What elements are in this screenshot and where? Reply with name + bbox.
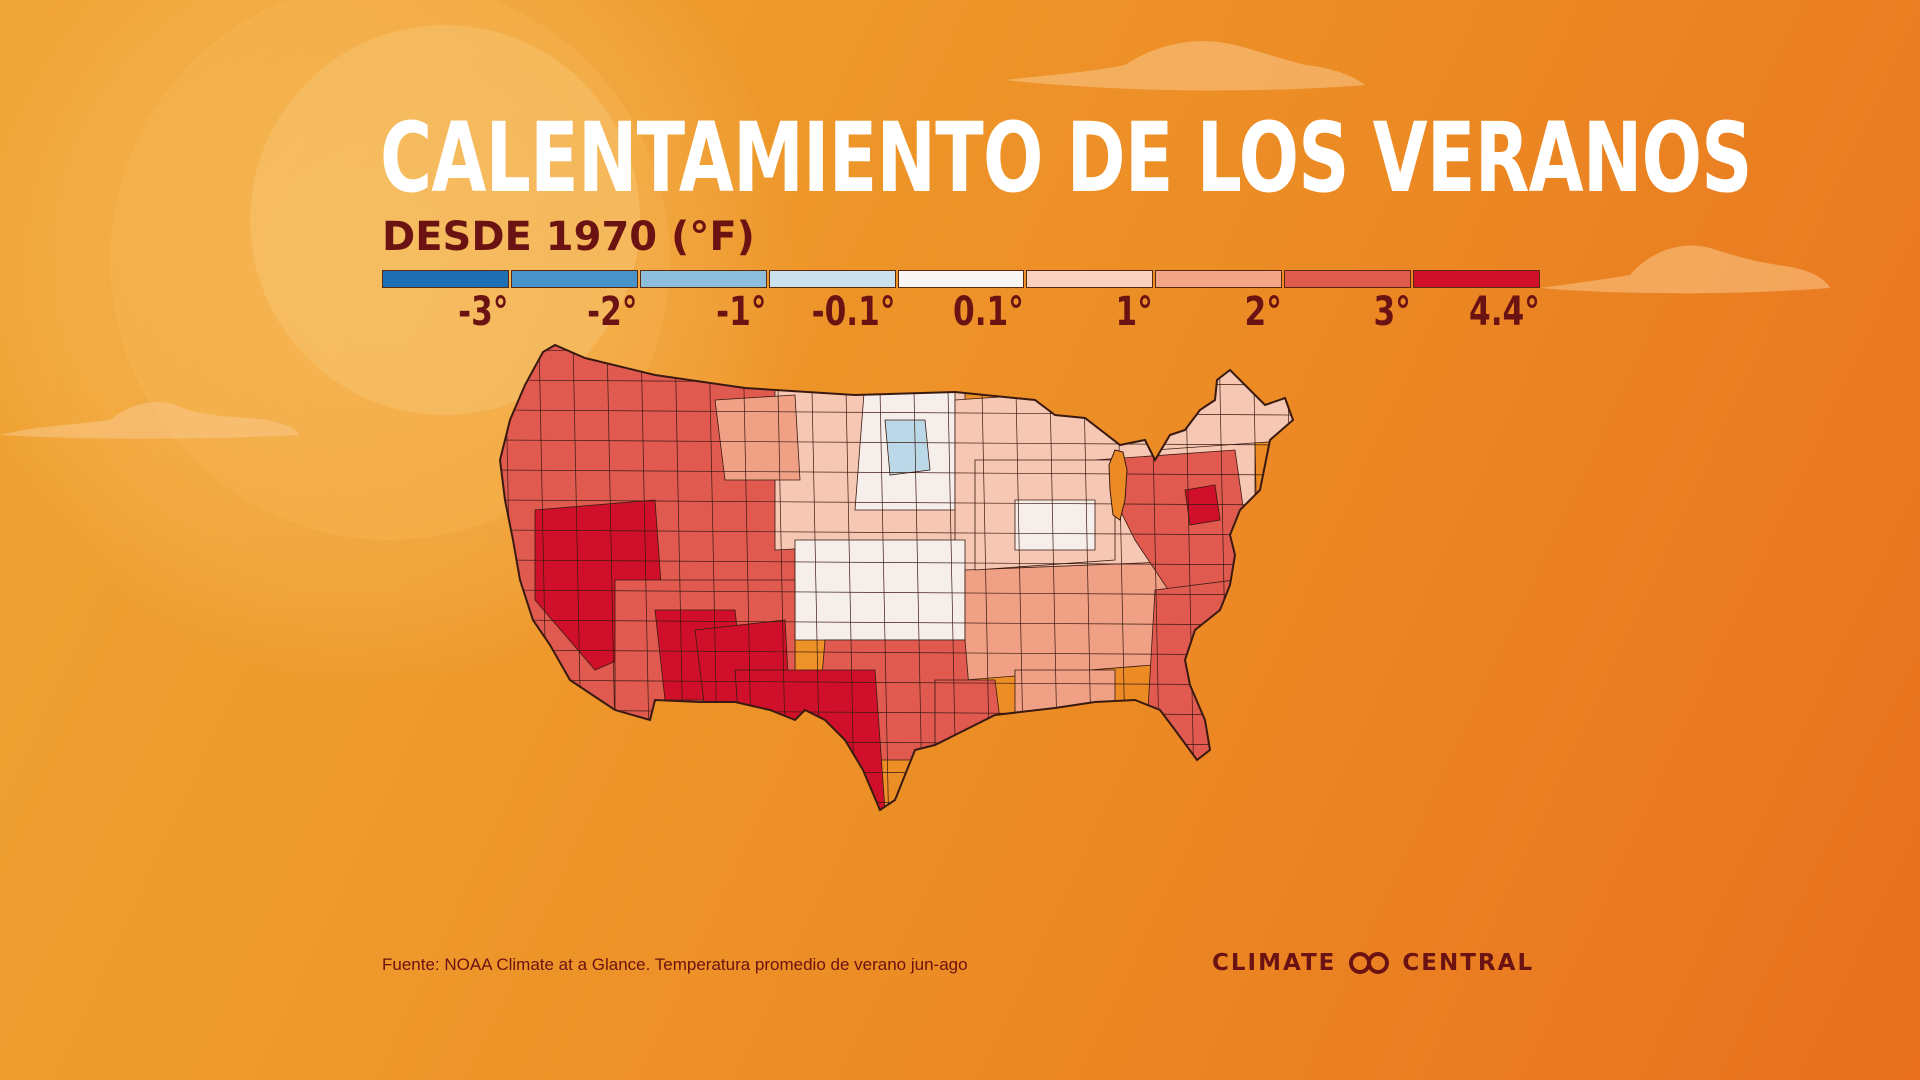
division-line	[1082, 345, 1096, 810]
map-outline	[498, 343, 1295, 812]
division-line	[912, 345, 926, 810]
legend-label-8: 4.4°	[1469, 289, 1540, 335]
division-line	[1286, 345, 1293, 810]
region-delmarva	[1184, 484, 1221, 526]
division-line	[674, 345, 688, 810]
division-line	[1321, 340, 1333, 940]
division-line	[500, 739, 1293, 747]
legend-label-3: -0.1°	[811, 289, 895, 335]
region-texas-coast	[934, 679, 1006, 761]
legend-label-6: 2°	[1244, 289, 1282, 335]
legend-label-7: 3°	[1373, 289, 1411, 335]
division-line	[500, 409, 1293, 417]
brand-text-right: CENTRAL	[1402, 950, 1535, 976]
region-new-england	[1154, 369, 1293, 451]
cloud-top-center	[1005, 41, 1365, 91]
cloud-right	[1540, 245, 1830, 294]
division-line	[500, 349, 1293, 357]
legend-swatch-0	[382, 270, 509, 288]
division-line	[1048, 345, 1062, 810]
division-line	[776, 345, 790, 810]
legend-swatch-4	[897, 270, 1025, 288]
division-line	[572, 345, 586, 810]
map-regions	[500, 345, 1293, 810]
region-central-plains	[794, 539, 966, 641]
legend-swatch-5	[1026, 270, 1154, 288]
division-line	[1014, 345, 1028, 810]
legend-label-4: 0.1°	[953, 289, 1024, 335]
sun	[250, 25, 640, 415]
legend-swatch-8	[1413, 270, 1541, 288]
division-line	[495, 830, 1445, 836]
legend-swatch-2	[639, 270, 767, 288]
legend-swatch-6	[1155, 270, 1283, 288]
legend-label-1: -2°	[586, 289, 637, 335]
legend-swatch-7	[1284, 270, 1412, 288]
division-line	[742, 345, 756, 810]
division-line	[495, 860, 1445, 866]
division-line	[708, 345, 722, 810]
region-illinois	[1014, 499, 1096, 551]
climate-central-logo-icon	[1349, 952, 1390, 974]
page-title: CALENTAMIENTO DE LOS VERANOS	[380, 102, 1752, 214]
color-legend	[382, 270, 1541, 290]
division-line	[495, 890, 1445, 896]
division-line	[1355, 340, 1367, 940]
cloud-left	[0, 402, 300, 439]
division-line	[810, 345, 824, 810]
division-line	[946, 345, 960, 810]
region-montana	[714, 394, 801, 481]
region-cool-dakotas	[884, 419, 931, 476]
legend-swatch-1	[510, 270, 638, 288]
legend-swatch-3	[768, 270, 896, 288]
legend-label-2: -1°	[715, 289, 766, 335]
division-line	[844, 345, 858, 810]
brand-logo: CLIMATE CENTRAL	[1212, 950, 1534, 976]
division-line	[1423, 340, 1435, 940]
region-west-texas	[734, 669, 886, 810]
division-line	[640, 345, 654, 810]
source-note: Fuente: NOAA Climate at a Glance. Temper…	[382, 955, 968, 974]
us-climate-division-map	[495, 340, 1445, 940]
division-line	[495, 920, 1445, 926]
division-line	[500, 799, 1293, 807]
brand-text-left: CLIMATE	[1212, 950, 1337, 976]
division-line	[500, 769, 1293, 777]
division-line	[1389, 340, 1401, 940]
us-map-svg	[495, 340, 1445, 940]
lake-michigan	[1108, 449, 1128, 521]
page-subtitle: DESDE 1970 (°F)	[382, 214, 755, 260]
legend-label-0: -3°	[457, 289, 508, 335]
division-line	[606, 345, 620, 810]
legend-label-5: 1°	[1115, 289, 1153, 335]
division-line	[878, 345, 892, 810]
division-line	[980, 345, 994, 810]
